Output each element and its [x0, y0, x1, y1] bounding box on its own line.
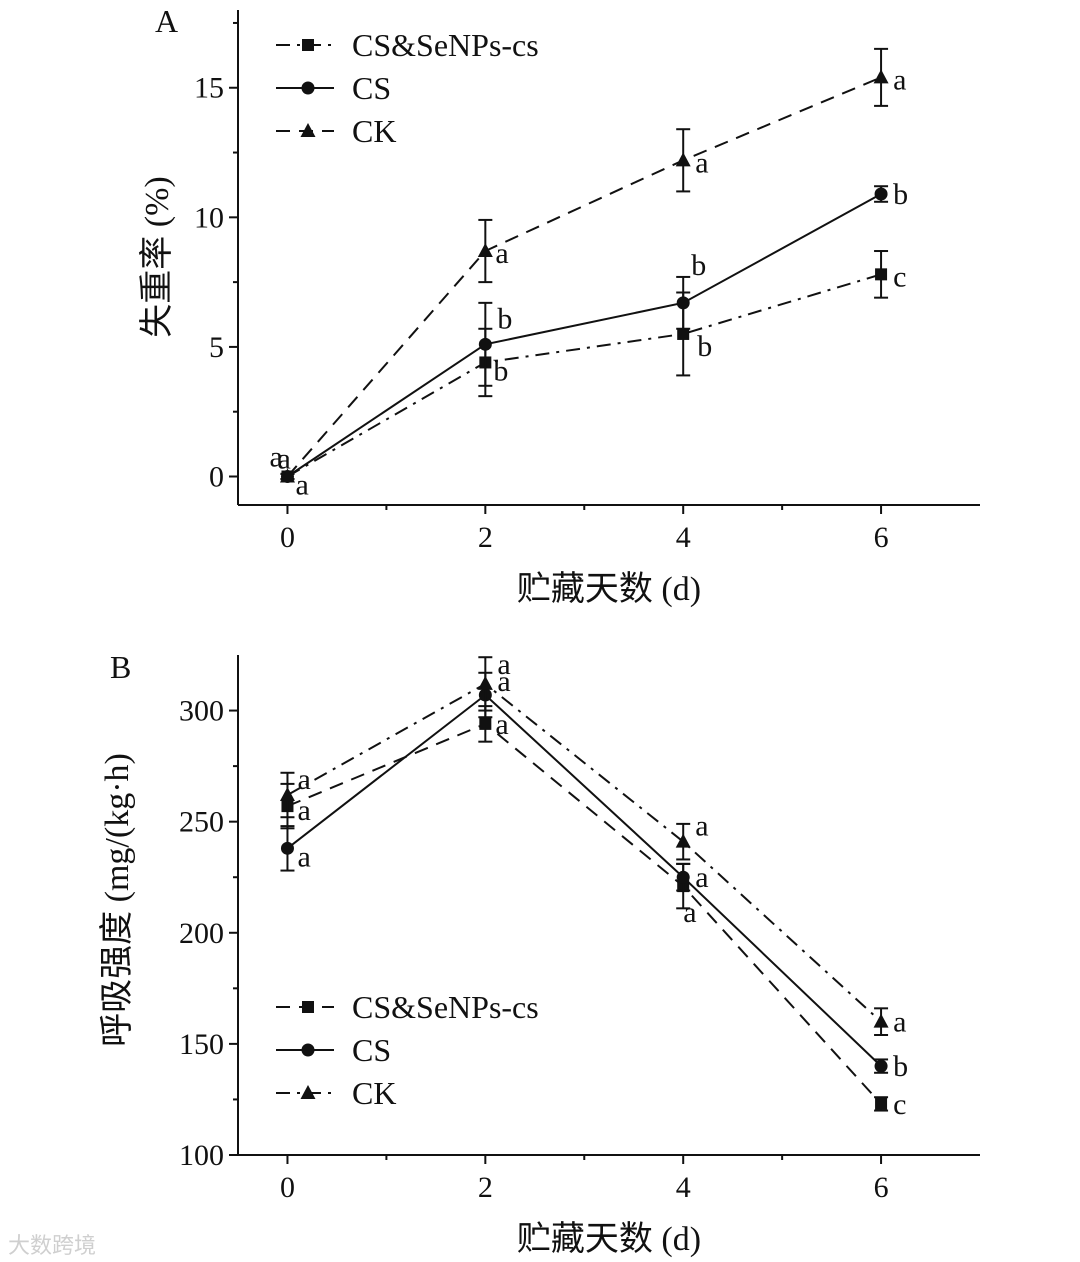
significance-label: b: [691, 249, 706, 282]
legend-marker: [301, 1043, 315, 1057]
data-point: [477, 675, 493, 690]
significance-label: a: [893, 1006, 906, 1039]
legend-marker: [300, 1085, 316, 1099]
data-point: [479, 717, 492, 730]
significance-label: a: [277, 442, 290, 475]
significance-label: c: [893, 1088, 906, 1121]
significance-label: a: [495, 708, 508, 741]
data-point: [677, 327, 690, 340]
panel-B: B 100 150 200 250 300 0 2 4 6 贮藏天数 (d) 呼吸强度 (mg/(kg…: [98, 648, 980, 1258]
x-tick-label: 0: [280, 1171, 295, 1204]
significance-label: b: [697, 330, 712, 363]
data-point: [874, 187, 888, 201]
legend-marker: [301, 81, 315, 95]
y-axis-title: 呼吸强度 (mg/(kg·h): [98, 753, 136, 1047]
y-tick-label: 100: [179, 1139, 224, 1172]
series-line: [286, 76, 882, 478]
significance-label: a: [695, 810, 708, 843]
panel-letter: B: [110, 649, 131, 685]
x-tick-label: 0: [280, 521, 295, 554]
x-tick-label: 4: [676, 1171, 691, 1204]
legend-label: CS&SeNPs-cs: [352, 989, 539, 1025]
watermark: 大数跨境: [8, 1234, 97, 1259]
legend-marker: [302, 39, 314, 51]
x-tick-label: 2: [478, 1171, 493, 1204]
legend: CS&SeNPs-cs CS CK: [276, 989, 539, 1111]
significance-label: a: [497, 648, 510, 681]
legend-label: CK: [352, 113, 396, 149]
significance-label: a: [297, 763, 310, 796]
data-point: [676, 296, 690, 310]
legend-label: CS&SeNPs-cs: [352, 27, 539, 63]
significance-label: a: [295, 468, 308, 501]
y-tick-label: 15: [194, 72, 224, 105]
series-line: [286, 193, 882, 478]
series-line: [286, 682, 882, 1023]
y-tick-label: 10: [194, 201, 224, 234]
significance-label: b: [497, 302, 512, 335]
x-tick-label: 6: [874, 521, 889, 554]
y-tick-label: 200: [179, 917, 224, 950]
series-line: [286, 693, 882, 1067]
y-tick-label: 150: [179, 1028, 224, 1061]
data-point: [676, 870, 690, 884]
significance-label: a: [893, 63, 906, 96]
y-tick-label: 0: [209, 460, 224, 493]
significance-label: a: [497, 665, 510, 698]
significance-label: a: [695, 146, 708, 179]
data-point: [873, 1013, 889, 1028]
panel-letter: A: [155, 3, 178, 39]
data-point: [874, 1059, 888, 1073]
significance-label: a: [269, 440, 282, 473]
x-axis-title: 贮藏天数 (d): [517, 1220, 701, 1258]
legend-label: CS: [352, 70, 391, 106]
legend: CS&SeNPs-cs CS CK: [276, 27, 539, 149]
data-point: [478, 337, 492, 351]
y-tick-label: 250: [179, 806, 224, 839]
legend-marker: [300, 123, 316, 137]
legend-marker: [302, 1001, 314, 1013]
significance-label: a: [297, 794, 310, 827]
significance-label: c: [893, 260, 906, 293]
data-point: [675, 152, 691, 167]
significance-label: a: [297, 840, 310, 873]
data-point: [279, 787, 295, 801]
x-tick-label: 2: [478, 521, 493, 554]
significance-label: b: [893, 178, 908, 211]
data-point: [875, 268, 888, 281]
x-tick-label: 6: [874, 1171, 889, 1204]
data-point: [477, 243, 493, 258]
x-axis-title: 贮藏天数 (d): [517, 570, 701, 608]
data-point: [873, 69, 889, 84]
legend-label: CS: [352, 1032, 391, 1068]
y-tick-label: 5: [209, 331, 224, 364]
significance-label: a: [683, 896, 696, 929]
significance-label: b: [893, 1050, 908, 1083]
significance-label: a: [495, 237, 508, 270]
data-point: [875, 1097, 888, 1110]
legend-label: CK: [352, 1075, 396, 1111]
series-line: [286, 273, 882, 478]
y-tick-label: 300: [179, 695, 224, 728]
significance-label: a: [695, 861, 708, 894]
data-point: [279, 468, 295, 483]
x-tick-label: 4: [676, 521, 691, 554]
significance-label: b: [493, 354, 508, 387]
y-axis-title: 失重率 (%): [138, 176, 176, 337]
data-point: [280, 841, 294, 855]
data-point: [675, 833, 691, 848]
